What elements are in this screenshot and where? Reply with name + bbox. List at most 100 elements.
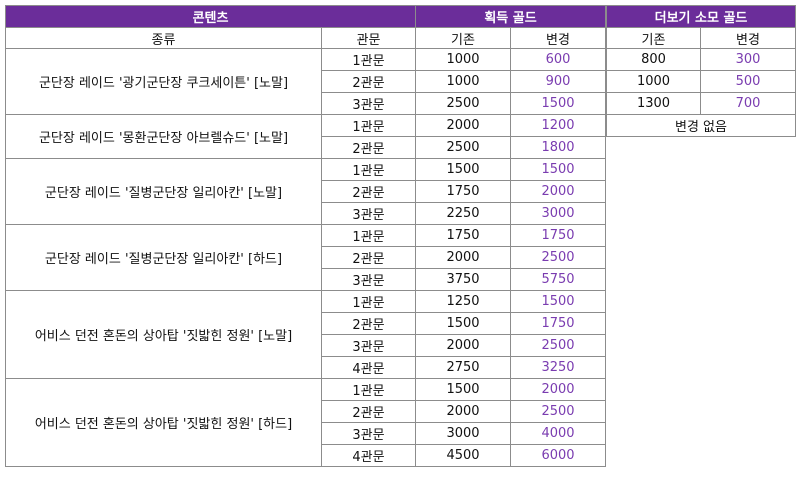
changed-gold-cell: 6000: [510, 444, 607, 467]
base-gold-cell: 2500: [415, 92, 512, 115]
content-name: 어비스 던전 혼돈의 상아탑 '짓밟힌 정원' [노말]: [5, 290, 322, 379]
table-row: 3관문 2500 1500: [6, 92, 607, 115]
more-changed-cell: 500: [700, 70, 796, 93]
more-cost-header: 더보기 소모 골드: [606, 5, 796, 28]
table-row: 2관문 1750 2000: [6, 180, 607, 203]
base-gold-cell: 1500: [415, 312, 512, 335]
table-row: 2관문 1500 1750: [6, 312, 607, 335]
gate-cell: 2관문: [320, 246, 417, 269]
changed-header: 변경: [510, 27, 607, 49]
content-name: 군단장 레이드 '질병군단장 일리아칸' [하드]: [5, 224, 322, 291]
table-row: 2관문 2000 2500: [6, 246, 607, 269]
base-gold-cell: 2000: [415, 246, 512, 269]
table-row: 3관문 3000 4000: [6, 422, 607, 445]
changed-gold-cell: 2500: [510, 334, 607, 357]
gate-cell: 1관문: [320, 48, 417, 71]
base-gold-cell: 1000: [415, 70, 512, 93]
gate-cell: 4관문: [320, 444, 417, 467]
changed-gold-cell: 3250: [510, 356, 607, 379]
table-row: 군단장 레이드 '광기군단장 쿠크세이튼' [노말] 1관문 1000 600: [5, 48, 607, 115]
table-row: 800 300: [606, 48, 796, 71]
changed-gold-cell: 1750: [510, 312, 607, 335]
base-gold-cell: 3000: [415, 422, 512, 445]
more-base-header: 기존: [606, 27, 701, 49]
gate-cell: 3관문: [320, 202, 417, 225]
gate-cell: 2관문: [320, 312, 417, 335]
gate-cell: 2관문: [320, 400, 417, 423]
table-row: 군단장 레이드 '질병군단장 일리아칸' [하드] 1관문 1750 1750: [5, 224, 607, 291]
base-gold-cell: 2000: [415, 114, 512, 137]
more-changed-cell: 300: [700, 48, 796, 71]
base-gold-cell: 2750: [415, 356, 512, 379]
content-name: 어비스 던전 혼돈의 상아탑 '짓밟힌 정원' [하드]: [5, 378, 322, 467]
base-header: 기존: [415, 27, 512, 49]
gate-cell: 1관문: [320, 290, 417, 313]
base-gold-cell: 1750: [415, 180, 512, 203]
base-gold-cell: 2000: [415, 334, 512, 357]
more-changed-header: 변경: [700, 27, 796, 49]
gold-gain-header: 획득 골드: [415, 5, 607, 28]
more-base-cell: 800: [606, 48, 701, 71]
kind-header: 종류: [5, 27, 322, 49]
table-row: 어비스 던전 혼돈의 상아탑 '짓밟힌 정원' [하드] 1관문 1500 2000: [5, 378, 607, 467]
changed-gold-cell: 2000: [510, 378, 607, 401]
changed-gold-cell: 600: [510, 48, 607, 71]
table-row: 군단장 레이드 '질병군단장 일리아칸' [노말] 1관문 1500 1500: [5, 158, 607, 225]
table-row: 3관문 2250 3000: [6, 202, 607, 225]
gold-gain-table: 콘텐츠 획득 골드 종류 관문 기존 변경 군단장 레이드 '광기군단장 쿠크세…: [4, 5, 607, 467]
no-change-cell: 변경 없음: [606, 114, 796, 137]
gate-header: 관문: [320, 27, 417, 49]
content-name: 군단장 레이드 '질병군단장 일리아칸' [노말]: [5, 158, 322, 225]
table-row: 군단장 레이드 '몽환군단장 아브렐슈드' [노말] 1관문 2000 1200: [5, 114, 607, 159]
changed-gold-cell: 1500: [510, 158, 607, 181]
base-gold-cell: 2500: [415, 136, 512, 159]
base-gold-cell: 2250: [415, 202, 512, 225]
changed-gold-cell: 900: [510, 70, 607, 93]
gate-cell: 1관문: [320, 224, 417, 247]
base-gold-cell: 3750: [415, 268, 512, 291]
gold-gain-body: 군단장 레이드 '광기군단장 쿠크세이튼' [노말] 1관문 1000 600 2관문 1…: [5, 48, 607, 467]
base-gold-cell: 2000: [415, 400, 512, 423]
table-row: 3관문 3750 5750: [6, 268, 607, 291]
more-changed-cell: 700: [700, 92, 796, 115]
content-name: 군단장 레이드 '몽환군단장 아브렐슈드' [노말]: [5, 114, 322, 159]
changed-gold-cell: 2000: [510, 180, 607, 203]
gate-cell: 3관문: [320, 422, 417, 445]
table-row: 4관문 4500 6000: [6, 444, 607, 467]
changed-gold-cell: 5750: [510, 268, 607, 291]
base-gold-cell: 1500: [415, 378, 512, 401]
base-gold-cell: 1500: [415, 158, 512, 181]
table-row: 어비스 던전 혼돈의 상아탑 '짓밟힌 정원' [노말] 1관문 1250 1500: [5, 290, 607, 379]
table-row: 1000 500: [606, 70, 796, 93]
gate-cell: 3관문: [320, 334, 417, 357]
base-gold-cell: 1250: [415, 290, 512, 313]
changed-gold-cell: 1500: [510, 92, 607, 115]
changed-gold-cell: 3000: [510, 202, 607, 225]
gate-cell: 1관문: [320, 378, 417, 401]
gate-cell: 2관문: [320, 136, 417, 159]
changed-gold-cell: 2500: [510, 246, 607, 269]
content-header: 콘텐츠: [4, 5, 417, 28]
changed-gold-cell: 2500: [510, 400, 607, 423]
changed-gold-cell: 1500: [510, 290, 607, 313]
gate-cell: 2관문: [320, 180, 417, 203]
more-base-cell: 1000: [606, 70, 701, 93]
table-row: 1300 700: [606, 92, 796, 115]
gate-cell: 3관문: [320, 268, 417, 291]
changed-gold-cell: 1800: [510, 136, 607, 159]
gate-cell: 2관문: [320, 70, 417, 93]
base-gold-cell: 1750: [415, 224, 512, 247]
table-row: 3관문 2000 2500: [6, 334, 607, 357]
changed-gold-cell: 1750: [510, 224, 607, 247]
more-cost-table: 더보기 소모 골드 기존 변경 800 300 1000 500 1300 700 변경 없…: [606, 5, 796, 137]
changed-gold-cell: 4000: [510, 422, 607, 445]
changed-gold-cell: 1200: [510, 114, 607, 137]
gate-cell: 1관문: [320, 114, 417, 137]
more-base-cell: 1300: [606, 92, 701, 115]
base-gold-cell: 1000: [415, 48, 512, 71]
more-cost-body: 800 300 1000 500 1300 700 변경 없음: [606, 48, 796, 137]
gate-cell: 4관문: [320, 356, 417, 379]
gate-cell: 1관문: [320, 158, 417, 181]
content-name: 군단장 레이드 '광기군단장 쿠크세이튼' [노말]: [5, 48, 322, 115]
